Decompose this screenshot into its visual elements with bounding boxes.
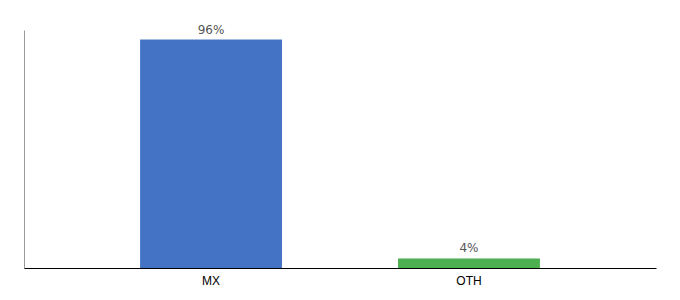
bar [140, 40, 282, 268]
x-tick: MX [202, 274, 220, 288]
data-labels: 96% 4% [198, 23, 479, 256]
bar [398, 258, 540, 268]
plot: 96% 4% MX OTH [25, 23, 657, 288]
y-axis [24, 31, 25, 269]
chart: 96% 4% MX OTH [0, 0, 680, 300]
x-axis-line [25, 268, 657, 269]
x-tick: OTH [456, 274, 481, 288]
data-label: 96% [198, 23, 225, 37]
x-axis: MX OTH [25, 269, 657, 288]
bars [140, 40, 540, 268]
data-label: 4% [459, 241, 478, 255]
y-axis-line [24, 31, 25, 269]
x-tick-label: MX [202, 274, 220, 288]
x-tick-label: OTH [456, 274, 481, 288]
